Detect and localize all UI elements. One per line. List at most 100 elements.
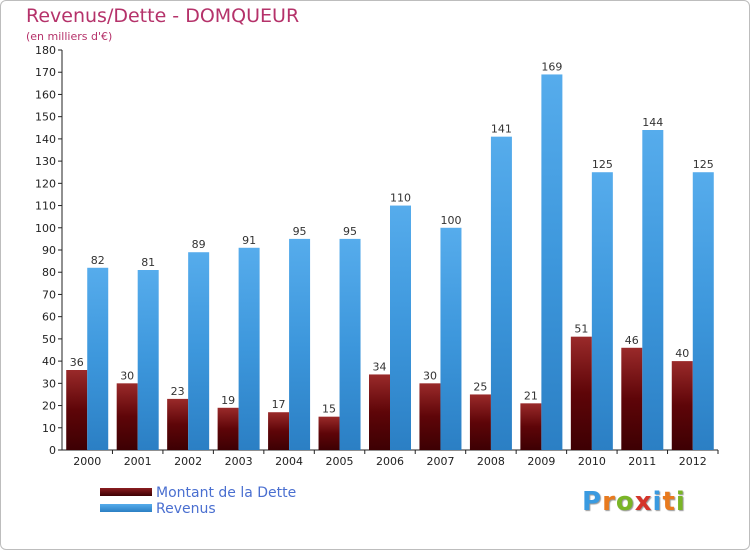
x-tick-label: 2002	[174, 455, 202, 468]
y-tick-label: 130	[35, 155, 56, 168]
y-tick-label: 150	[35, 111, 56, 124]
x-tick-label: 2011	[628, 455, 656, 468]
y-tick-label: 110	[35, 200, 56, 213]
bar-dette	[268, 412, 290, 450]
legend-label-revenus: Revenus	[156, 501, 216, 517]
data-label-dette: 15	[322, 403, 336, 416]
x-tick-label: 2012	[679, 455, 707, 468]
bar-dette	[520, 403, 542, 450]
logo-letter: o	[615, 487, 635, 517]
data-label-dette: 40	[675, 347, 689, 360]
logo-letter: t	[662, 487, 676, 517]
bar-dette	[66, 370, 88, 450]
data-label-dette: 21	[524, 389, 538, 402]
logo-letter: i	[675, 487, 686, 517]
bar-dette	[318, 416, 340, 450]
data-label-dette: 17	[272, 398, 286, 411]
data-label-revenus: 91	[242, 234, 256, 247]
y-tick-label: 0	[49, 444, 56, 457]
y-tick-label: 10	[42, 422, 56, 435]
y-tick-label: 70	[42, 288, 56, 301]
data-label-dette: 23	[171, 385, 185, 398]
bar-revenus	[238, 247, 260, 450]
bar-revenus	[440, 227, 462, 450]
data-label-revenus: 89	[192, 238, 206, 251]
data-label-revenus: 169	[541, 60, 562, 73]
bar-dette	[167, 398, 189, 450]
data-label-revenus: 141	[491, 123, 512, 136]
data-label-revenus: 125	[592, 158, 613, 171]
data-label-dette: 46	[625, 334, 639, 347]
y-tick-label: 80	[42, 266, 56, 279]
legend-label-dette: Montant de la Dette	[156, 485, 297, 501]
bar-revenus	[137, 270, 159, 450]
data-label-revenus: 81	[141, 256, 155, 269]
bar-revenus	[87, 267, 109, 450]
x-tick-label: 2009	[527, 455, 555, 468]
data-label-revenus: 125	[693, 158, 714, 171]
bar-revenus	[692, 172, 714, 450]
y-tick-label: 180	[35, 44, 56, 57]
y-tick-label: 90	[42, 244, 56, 257]
y-tick-label: 20	[42, 400, 56, 413]
bar-revenus	[541, 74, 563, 450]
y-tick-label: 60	[42, 311, 56, 324]
logo-letter: r	[602, 487, 616, 517]
proxiti-logo: Proxiti	[582, 487, 686, 517]
legend-swatch-revenus	[100, 504, 152, 512]
y-tick-label: 40	[42, 355, 56, 368]
y-tick-label: 100	[35, 222, 56, 235]
x-tick-label: 2005	[326, 455, 354, 468]
data-label-dette: 34	[373, 360, 387, 373]
bar-revenus	[490, 136, 512, 450]
bar-dette	[621, 347, 643, 450]
data-label-dette: 36	[70, 356, 84, 369]
bar-dette	[419, 383, 441, 450]
x-tick-label: 2001	[124, 455, 152, 468]
data-label-revenus: 144	[642, 116, 663, 129]
bar-dette	[116, 383, 138, 450]
bar-revenus	[339, 238, 361, 450]
chart-title: Revenus/Dette - DOMQUEUR	[26, 5, 300, 27]
data-label-dette: 30	[120, 369, 134, 382]
bar-dette	[570, 336, 592, 450]
data-label-dette: 51	[574, 323, 588, 336]
y-tick-label: 50	[42, 333, 56, 346]
x-tick-label: 2008	[477, 455, 505, 468]
x-tick-label: 2010	[578, 455, 606, 468]
y-tick-label: 160	[35, 88, 56, 101]
data-label-revenus: 95	[293, 225, 307, 238]
data-label-dette: 25	[473, 380, 487, 393]
x-tick-label: 2006	[376, 455, 404, 468]
data-label-revenus: 95	[343, 225, 357, 238]
bar-revenus	[591, 172, 613, 450]
bar-dette	[671, 361, 693, 450]
bar-dette	[369, 374, 390, 450]
data-label-dette: 19	[221, 394, 235, 407]
logo-letter: x	[634, 487, 653, 517]
y-tick-label: 170	[35, 66, 56, 79]
data-label-revenus: 100	[440, 214, 461, 227]
x-tick-label: 2007	[426, 455, 454, 468]
logo-letter: i	[652, 487, 663, 517]
legend-swatch-dette	[100, 488, 152, 496]
bar-revenus	[390, 205, 411, 450]
y-tick-label: 140	[35, 133, 56, 146]
data-label-revenus: 110	[390, 192, 411, 205]
x-tick-label: 2004	[275, 455, 303, 468]
logo-letter: P	[582, 487, 603, 517]
y-tick-label: 30	[42, 377, 56, 390]
bar-dette	[217, 407, 239, 450]
bar-revenus	[289, 238, 311, 450]
bar-revenus	[642, 130, 664, 450]
bar-dette	[469, 394, 491, 450]
data-label-revenus: 82	[91, 254, 105, 267]
bar-revenus	[188, 252, 210, 450]
chart-subtitle: (en milliers d'€)	[26, 30, 113, 43]
x-tick-label: 2003	[225, 455, 253, 468]
y-tick-label: 120	[35, 177, 56, 190]
data-label-dette: 30	[423, 369, 437, 382]
x-tick-label: 2000	[73, 455, 101, 468]
